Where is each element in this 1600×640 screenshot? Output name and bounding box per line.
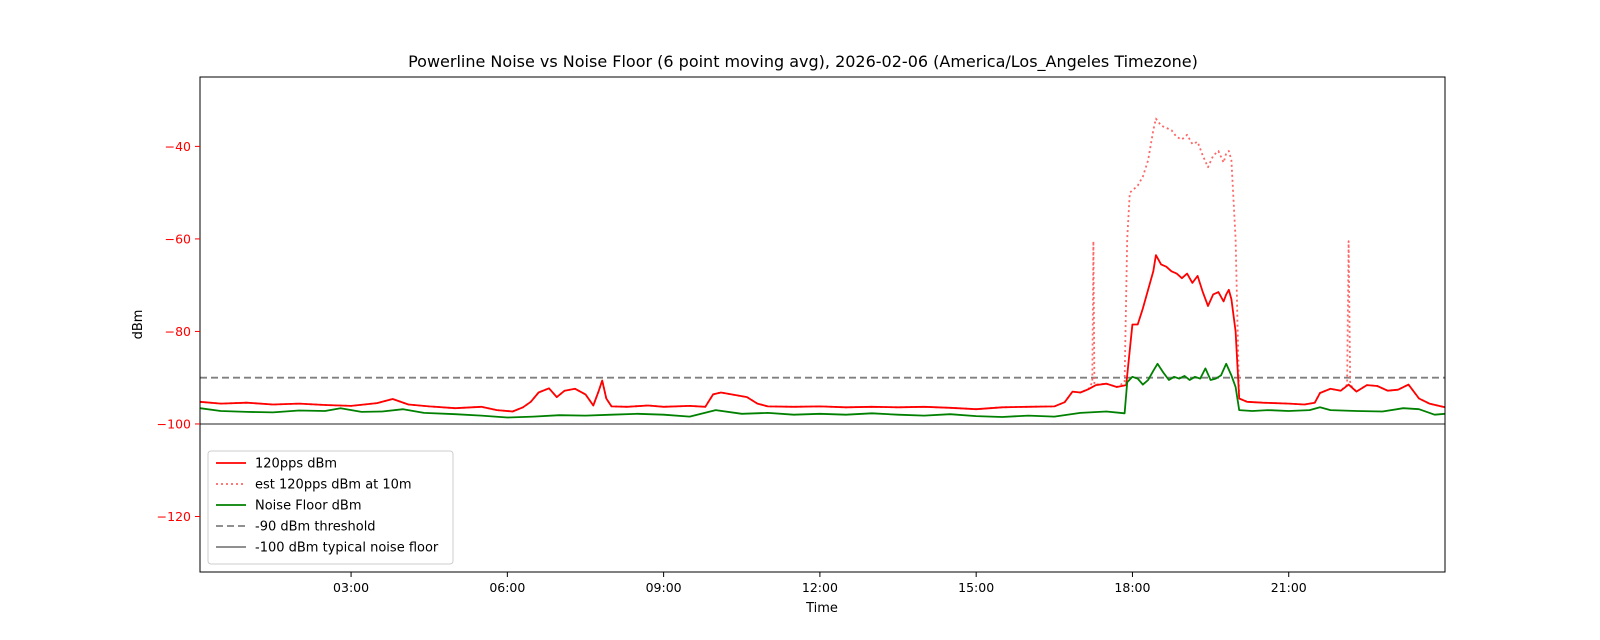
y-tick-label: −60: [165, 231, 191, 246]
series-line-0: [199, 254, 1446, 413]
series-layer: [199, 117, 1446, 425]
legend-entry: -100 dBm typical noise floor: [255, 541, 439, 556]
y-tick-label: −80: [165, 324, 191, 339]
legend-entry: est 120pps dBm at 10m: [255, 478, 412, 493]
x-tick-label: 12:00: [802, 580, 838, 595]
series-line-2: [199, 362, 1446, 419]
y-tick-label: −100: [157, 416, 191, 431]
legend-entry: Noise Floor dBm: [255, 499, 362, 514]
chart-title: Powerline Noise vs Noise Floor (6 point …: [408, 52, 1198, 72]
x-tick-label: 03:00: [333, 580, 369, 595]
x-axis: 03:00 06:00 09:00 12:00 15:00 18:00 21:00: [333, 572, 1307, 595]
plot-frame: [199, 76, 1446, 573]
legend-entry: -90 dBm threshold: [255, 520, 376, 535]
y-tick-label: −40: [165, 139, 191, 154]
legend-entry: 120pps dBm: [255, 457, 337, 472]
y-axis: −40 −60 −80 −100 −120: [157, 139, 200, 524]
legend-box: [207, 450, 454, 565]
y-axis-label: dBm: [131, 310, 146, 340]
legend: 120pps dBm est 120pps dBm at 10m Noise Flo…: [207, 450, 454, 565]
series-line-1: [199, 117, 1446, 413]
y-tick-label: −120: [157, 509, 191, 524]
x-tick-label: 15:00: [958, 580, 994, 595]
x-tick-label: 09:00: [646, 580, 682, 595]
x-tick-label: 21:00: [1271, 580, 1307, 595]
x-axis-label: Time: [805, 601, 838, 616]
x-tick-label: 18:00: [1114, 580, 1150, 595]
x-tick-label: 06:00: [489, 580, 525, 595]
